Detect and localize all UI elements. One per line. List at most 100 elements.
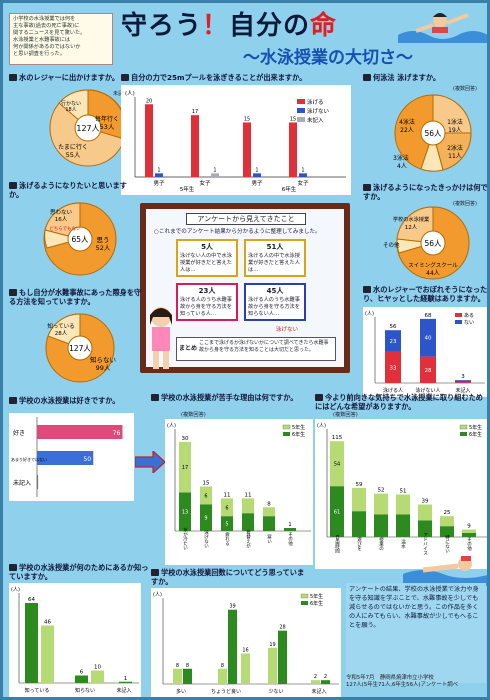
q3-pie-chart: 56人 1泳法 19人 2泳法 11人 3泳法 4人 4泳法 22人 bbox=[393, 94, 472, 172]
q10-question: 今より前向きな気持ちで水泳授業に取り組むためにはどんな希望がありますか。 bbox=[315, 393, 483, 411]
q9-bar-6 bbox=[200, 504, 212, 531]
q5-pie-chart: 56人 学校の水泳授業 12人 スイミングスクール 44人 その他 bbox=[383, 206, 470, 280]
q11-chart-panel: (人) 64 46 6 10 1 知っている 知らない 未記入 bbox=[9, 583, 141, 697]
q10-legend-1: 6年生 bbox=[469, 431, 482, 438]
q3-slice-2-value: 11人 bbox=[448, 153, 462, 160]
q9-bar-6 bbox=[284, 528, 296, 531]
q2-legend-0: 泳げる bbox=[307, 98, 324, 106]
q12-bar-6 bbox=[228, 609, 237, 684]
q8-bar-value: 50 bbox=[83, 456, 91, 463]
q6-slice-1-label: 知らない bbox=[90, 355, 116, 364]
q8-bar bbox=[37, 425, 123, 439]
q6-center: 127人 bbox=[69, 344, 91, 353]
q11-bar-value: 46 bbox=[44, 620, 51, 626]
q2-bar bbox=[191, 115, 199, 177]
swimmer-illustration bbox=[398, 13, 487, 43]
q2-bar-value: 1 bbox=[213, 167, 216, 173]
q10-cat: 授業の bbox=[379, 536, 384, 551]
footer: 令和5年7月 静岡県焼津市立小学校 127人(5年生71人,6年生56人)アンケ… bbox=[346, 675, 458, 689]
q9-legend-swatch bbox=[282, 424, 291, 430]
q9-bar-5 bbox=[179, 441, 191, 493]
q1-slice-3-value: 18人 bbox=[65, 107, 76, 113]
q1-slice-1-value: 53人 bbox=[100, 123, 115, 131]
q12-bar-value: 8 bbox=[176, 663, 179, 669]
q10-cat: 遊びを bbox=[357, 536, 362, 551]
board-box-2-title: 51人 bbox=[266, 243, 284, 251]
q3-slice-4-value: 22人 bbox=[400, 127, 414, 134]
q1-slice-1-label: 毎年行く bbox=[95, 115, 119, 123]
q9-cat: その他 bbox=[288, 532, 293, 547]
q9-total: 30 bbox=[182, 436, 189, 442]
board-inner: アンケートから見えてきたこと ○これまでのアンケート結果から分かるように整理して… bbox=[146, 209, 344, 367]
q2-bar bbox=[253, 173, 261, 177]
q10-unit: (人) bbox=[317, 423, 326, 429]
q11-cat-0: 知っている bbox=[25, 687, 50, 694]
q7-bar-chart: (人) 33 23 56 28 40 68 3 泳げる人 泳げない人 未記入 ある ない bbox=[365, 311, 485, 394]
q9-total: 11 bbox=[224, 492, 231, 498]
q12-cat-1: ちょうど良い bbox=[211, 688, 241, 695]
footer-date: 令和5年7月 静岡県焼津市立小学校 bbox=[346, 675, 434, 681]
q12-bar-value: 2 bbox=[324, 674, 327, 680]
q9-g6-label: 5 bbox=[225, 522, 228, 528]
q6-slice-2-value: 28人 bbox=[55, 330, 68, 337]
q2-unit: (人) bbox=[125, 90, 135, 97]
q7-bar-ari bbox=[385, 351, 401, 383]
q12-bar-extra bbox=[241, 653, 250, 684]
q12-legend-1: 6年生 bbox=[310, 600, 323, 607]
summary-text: アンケートの結果、学校の水泳授業で泳力や身を守る知識を学ぶことで、水難事故を少し… bbox=[346, 583, 486, 683]
q10-total: 25 bbox=[444, 510, 451, 516]
q12-bar-value: 8 bbox=[221, 663, 224, 669]
note-line: 何か関係があるのではないか bbox=[13, 44, 81, 51]
note-line: 関するニュースを見て驚いた。 bbox=[13, 30, 86, 37]
q12-bar-6 bbox=[183, 668, 192, 684]
q11-bar-chart: (人) 64 46 6 10 1 知っている 知らない 未記入 bbox=[11, 587, 139, 694]
note-line: 水泳授業と水難事故には bbox=[13, 37, 71, 44]
q12-bar-5 bbox=[311, 680, 320, 684]
q7-total: 3 bbox=[461, 374, 465, 380]
q5-slice-1-value: 12人 bbox=[405, 224, 418, 231]
q12-cat-0: 多い bbox=[176, 688, 186, 695]
q4-slice-2-value: 16人 bbox=[55, 216, 68, 223]
q6-pie-chart: 127人 知らない 99人 知っている 28人 bbox=[45, 313, 116, 383]
q2-bar bbox=[299, 173, 307, 177]
q6-slice-2-label: 知っている bbox=[47, 322, 74, 330]
q7-question: 水のレジャーでおぼれそうになったり、ヒヤッとした経験はありますか。 bbox=[363, 285, 488, 303]
q11-bar bbox=[119, 681, 132, 683]
q4-center: 65人 bbox=[71, 235, 89, 244]
q10-cat: 自由時間 bbox=[335, 534, 340, 555]
board-matome-label: まとめ bbox=[179, 345, 198, 352]
q12-bar-5 bbox=[173, 668, 182, 684]
q7-cat-0: 泳げる人 bbox=[383, 387, 403, 394]
q10-total: 59 bbox=[356, 482, 363, 488]
q4-question: 泳げるようになりたいと思いますか。 bbox=[9, 181, 127, 199]
q7-unit: (人) bbox=[365, 311, 374, 317]
q7-ari-label: 33 bbox=[390, 365, 397, 371]
q12-legend-swatch bbox=[301, 601, 308, 605]
q4-slice-3-label: どちらでもない bbox=[49, 225, 81, 232]
q5-center: 56人 bbox=[424, 239, 442, 248]
q7-bar-nai bbox=[455, 380, 471, 383]
q10-g5-label: 54 bbox=[334, 462, 340, 468]
q2-bar bbox=[243, 122, 251, 177]
q9-unit: (人) bbox=[167, 423, 176, 429]
q1-pie-chart: 127人 毎年行く 53人 たまに行く 55人 行かない 18人 bbox=[49, 89, 127, 167]
title-exclaim: ！ bbox=[202, 11, 230, 41]
q12-bar-value: 2 bbox=[314, 674, 317, 680]
title-part3: 命 bbox=[310, 11, 338, 41]
girl-illustration bbox=[150, 307, 172, 369]
q1-center: 127人 bbox=[76, 124, 99, 133]
q9-legend-0: 5年生 bbox=[292, 424, 305, 431]
q9-bar-5 bbox=[221, 498, 233, 517]
q9-cat: 着替えが bbox=[246, 529, 251, 550]
q7-bar-nai bbox=[385, 330, 401, 352]
q9-bar-6 bbox=[221, 516, 233, 531]
footer-count: 127人(5年生71人,6年生56人)アンケート調べ bbox=[346, 682, 459, 689]
q7-cat-1: 泳げない人 bbox=[415, 387, 440, 394]
q6-slice-1-value: 99人 bbox=[96, 364, 111, 372]
q11-bar-value: 6 bbox=[80, 670, 84, 676]
q2-bar-value: 1 bbox=[255, 167, 258, 173]
q10-bar-5 bbox=[462, 529, 476, 533]
q11-unit: (人) bbox=[11, 587, 20, 593]
q7-ari-label: 28 bbox=[425, 368, 432, 374]
q5-note: (複数回答) bbox=[453, 201, 477, 207]
